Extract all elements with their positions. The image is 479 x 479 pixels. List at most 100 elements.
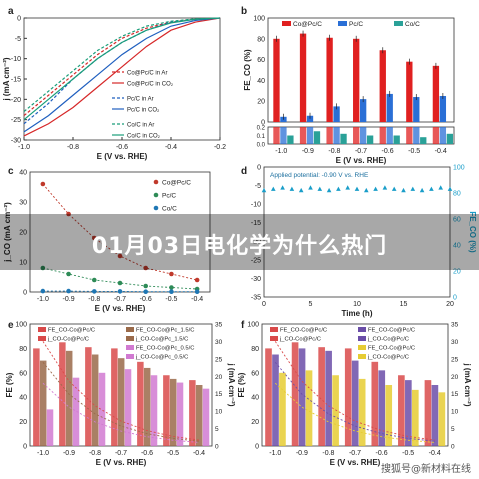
bar [273,38,280,122]
bar [137,361,144,446]
panel-letter-d: d [241,166,247,177]
annotation-text: Applied potential: -0.90 V vs. RHE [270,172,369,179]
y-right-tick-label: 25 [215,356,223,363]
bar-lower [393,135,400,144]
bar [353,38,360,122]
bar [358,378,366,446]
panel-letter-f: f [241,320,245,331]
bar-lower [432,127,440,144]
data-point [91,277,97,283]
current-line [274,382,435,443]
y-axis-label: FE_CO (%) [243,49,252,91]
bar [143,367,151,446]
plot-frame [263,166,451,298]
x-tick-label: -0.7 [115,450,127,457]
bar-lower [359,127,367,144]
data-point [401,187,406,193]
data-point [194,277,200,283]
data-point [169,271,174,277]
bar [359,99,367,122]
legend-label: Pc/C [162,193,176,200]
x-tick-label: 0 [262,301,266,308]
data-point [143,289,149,295]
data-point [336,186,341,191]
legend-swatch [282,21,291,26]
y-tick-label: 80 [257,36,265,43]
legend-label: Pc/C [349,21,363,28]
legend-swatch [153,179,159,185]
bar [371,361,379,446]
bar-lower [439,127,447,144]
y-right-tick-label: 30 [215,339,223,346]
x-axis-label: E (V vs. RHE) [95,304,146,313]
legend-label: FE_CO-Co@Pc/C [368,328,415,334]
bar [411,389,419,446]
x-tick-label: -0.7 [349,450,361,457]
y-tick-label: 0 [261,120,265,127]
bar [46,409,54,446]
x-tick-label: 5 [309,301,313,308]
data-point [364,187,369,193]
bar [265,348,272,446]
data-point [194,289,200,295]
bar [111,348,118,446]
bar [169,378,177,446]
y-tick-label: 0 [23,444,27,451]
legend-swatch [338,21,347,26]
y-axis-label: FE (%) [237,372,246,397]
legend-label: FE_CO-Co@Pc_0.5/C [136,346,194,352]
data-point [354,186,360,191]
bar-lower [446,133,453,144]
legend-swatch [126,345,134,350]
data-point [326,187,332,193]
y-tick-label: 20 [251,419,259,426]
bar [406,61,413,122]
series-line [42,267,198,290]
x-tick-label: -0.6 [116,144,128,151]
bar [405,380,412,446]
y-tick-label: -20 [251,239,261,246]
y-tick-label: 20 [19,419,27,426]
y-tick-label: 0.0 [257,143,266,149]
bar [424,380,432,446]
panel-d: d0 5 10 15 200-5-10-15-20-25-30-35 0204060801… [241,165,477,319]
bar-lower [306,127,314,144]
legend-swatch [358,327,366,332]
x-tick-label: -0.9 [302,148,314,155]
y-tick-label: 80 [251,346,259,353]
current-line [42,362,200,442]
y-right-tick-label: 30 [451,339,459,346]
bar [39,360,47,446]
legend-swatch [153,192,159,198]
legend-label: FE_CO-Co@Pc/C [368,346,415,352]
data-point [40,265,46,271]
bar-lower [280,127,287,144]
x-axis-label: Time (h) [342,309,373,318]
bar [379,50,386,122]
y-right-tick-label: 0 [215,444,219,451]
data-point [345,185,350,190]
x-tick-label: -0.4 [191,296,203,303]
y-tick-label: -30 [251,276,261,283]
x-tick-label: -0.7 [355,148,367,155]
series-line [23,17,221,133]
bar [33,348,40,446]
series-line [23,17,221,117]
legend-label: j_CO-Co@Pc_1.5/C [135,337,188,343]
headline-banner [0,214,479,270]
bar-lower [287,135,294,144]
y-right-tick-label: 5 [451,426,455,433]
x-tick-label: -1.0 [275,148,287,155]
x-tick-label: 20 [446,301,454,308]
y-right-tick-label: 35 [215,322,223,329]
x-tick-label: -0.4 [429,450,441,457]
y-tick-label: -15 [11,77,21,84]
x-tick-label: -0.8 [88,296,100,303]
legend-label: j_CO-Co@Pc/C [279,337,321,343]
x-tick-label: -0.9 [296,450,308,457]
x-tick-label: -1.0 [18,144,30,151]
y-tick-label: 40 [19,395,27,402]
bar [72,377,80,446]
y-tick-label: -25 [251,257,261,264]
current-line [42,382,200,443]
